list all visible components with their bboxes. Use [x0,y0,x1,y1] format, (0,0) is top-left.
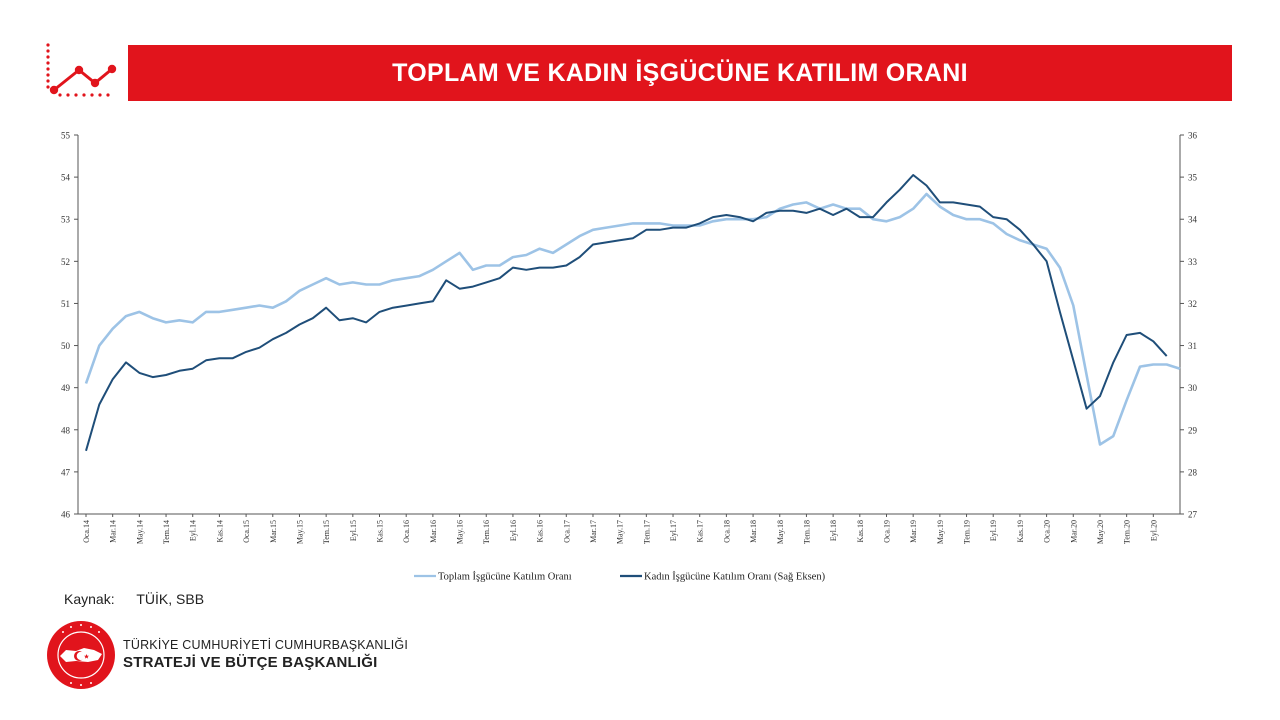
y-left-tick-label: 48 [61,425,71,435]
y-left-tick-label: 47 [61,467,71,477]
x-tick-label: Eyl.17 [669,520,678,541]
x-tick-label: Tem.20 [1123,520,1132,544]
sbb-seal-logo [47,621,115,689]
x-tick-label: Kas.17 [696,520,705,542]
source-label: Kaynak: [64,591,115,607]
legend-entry: Kadın İşgücüne Katılım Oranı (Sağ Eksen) [644,571,826,583]
x-tick-label: Tem.17 [642,520,651,544]
legend-entry: Toplam İşgücüne Katılım Oranı [438,571,572,583]
organization-name-line1: TÜRKİYE CUMHURİYETİ CUMHURBAŞKANLIĞI [123,638,409,652]
x-tick-label: May.16 [456,520,465,544]
x-tick-label: May.17 [616,520,625,544]
series-line-total [84,192,1181,446]
y-right-tick-label: 36 [1188,131,1198,141]
x-tick-label: Oca.16 [402,520,411,543]
y-right-tick-label: 30 [1188,383,1198,393]
x-tick-label: Tem.15 [322,520,331,544]
x-tick-label: Eyl.15 [349,520,358,541]
x-tick-label: May.18 [776,520,785,544]
series-line-women [85,174,1168,452]
x-tick-label: May.14 [135,520,144,544]
x-tick-label: Eyl.14 [189,520,198,541]
x-tick-label: May.15 [295,520,304,544]
x-tick-label: May.20 [1096,520,1105,544]
source-value: TÜİK, SBB [136,591,205,607]
x-tick-label: Mar.18 [749,520,758,543]
y-left-tick-label: 50 [61,341,71,351]
x-tick-label: Eyl.19 [989,520,998,541]
organization-name-line2: STRATEJİ VE BÜTÇE BAŞKANLIĞI [123,654,378,671]
trend-chart-icon [46,43,117,97]
x-tick-label: Tem.14 [162,520,171,544]
x-tick-label: Mar.15 [269,520,278,543]
x-tick-label: Oca.17 [562,520,571,543]
x-tick-label: Oca.20 [1043,520,1052,543]
x-tick-label: Oca.14 [82,520,91,543]
source-note: Kaynak: TÜİK, SBB [64,591,204,607]
y-left-tick-label: 55 [61,131,71,141]
y-right-tick-label: 32 [1188,299,1197,309]
y-left-tick-label: 52 [61,257,70,267]
x-tick-label: May.19 [936,520,945,544]
y-left-tick-label: 51 [61,299,70,309]
y-left-tick-label: 53 [61,215,71,225]
x-tick-label: Mar.14 [109,520,118,543]
x-tick-label: Eyl.20 [1149,520,1158,541]
x-tick-label: Mar.19 [909,520,918,543]
x-tick-label: Kas.16 [536,520,545,542]
y-right-tick-label: 35 [1188,173,1198,183]
y-left-tick-label: 46 [61,510,71,520]
page-title: TOPLAM VE KADIN İŞGÜCÜNE KATILIM ORANI [392,59,968,87]
y-left-tick-label: 54 [61,173,71,183]
x-tick-label: Eyl.16 [509,520,518,541]
y-right-tick-label: 28 [1188,467,1198,477]
x-tick-label: Mar.20 [1069,520,1078,543]
x-tick-label: Kas.19 [1016,520,1025,542]
x-tick-label: Oca.18 [722,520,731,543]
x-tick-label: Mar.17 [589,520,598,543]
y-left-tick-label: 49 [61,383,71,393]
x-tick-label: Eyl.18 [829,520,838,541]
x-tick-label: Kas.15 [376,520,385,542]
x-tick-label: Oca.19 [882,520,891,543]
y-right-tick-label: 33 [1188,257,1198,267]
y-right-tick-label: 34 [1188,215,1198,225]
y-right-tick-label: 29 [1188,425,1198,435]
x-tick-label: Kas.18 [856,520,865,542]
x-tick-label: Mar.16 [429,520,438,543]
x-tick-label: Tem.16 [482,520,491,544]
x-tick-label: Tem.18 [802,520,811,544]
x-tick-label: Tem.19 [963,520,972,544]
x-tick-label: Kas.14 [215,520,224,542]
y-right-tick-label: 31 [1188,341,1197,351]
x-tick-label: Oca.15 [242,520,251,543]
y-right-tick-label: 27 [1188,510,1198,520]
header-bar: TOPLAM VE KADIN İŞGÜCÜNE KATILIM ORANI [128,45,1232,101]
